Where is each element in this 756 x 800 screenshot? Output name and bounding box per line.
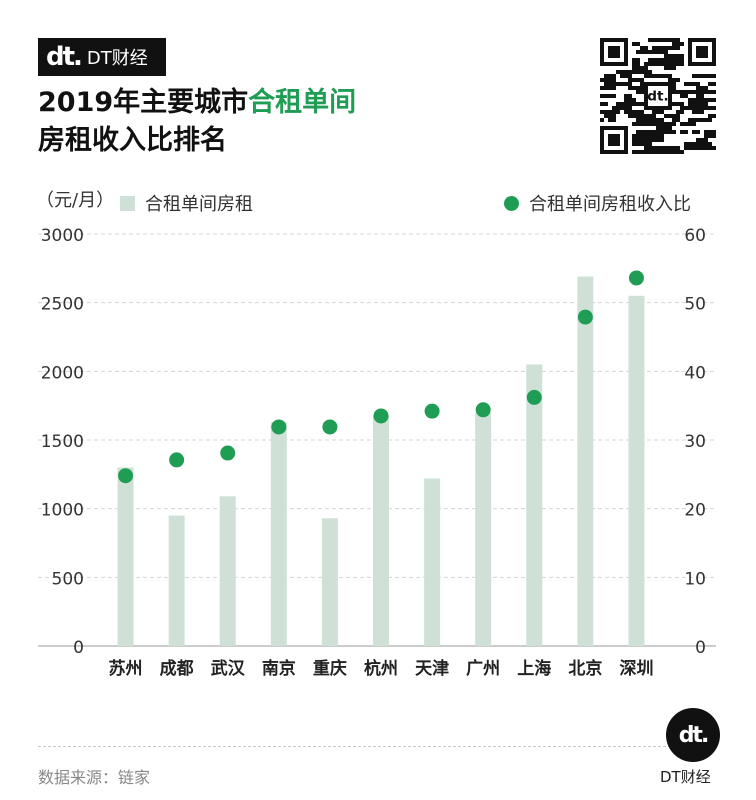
badge-logo: dt. [666, 708, 720, 762]
qr-code-icon: dt. [600, 38, 716, 154]
bar [373, 415, 389, 646]
y-tick-label: 0 [73, 638, 84, 658]
x-tick-label: 南京 [262, 658, 296, 679]
y-tick-label: 3000 [41, 226, 84, 246]
footer-divider [38, 746, 716, 747]
y2-tick-label: 20 [684, 501, 706, 521]
y2-tick-label: 60 [684, 226, 706, 246]
bar [270, 422, 287, 646]
title-prefix: 2019年主要城市 [38, 87, 249, 118]
y-tick-label: 1000 [41, 501, 84, 521]
bar [117, 467, 134, 646]
x-tick-label: 杭州 [364, 658, 398, 679]
scatter-point [220, 445, 236, 461]
y-tick-label: 2500 [41, 295, 84, 315]
chart-plot: 0 0 500 10 1000 20 1500 30 2000 40 2500 50 3000 60 苏州成… [38, 226, 716, 679]
scatter-point [322, 419, 338, 435]
y-axis-unit: （元/月） [36, 190, 115, 211]
x-tick-label: 深圳 [619, 658, 653, 679]
y2-tick-label: 50 [684, 295, 706, 315]
x-tick-label: 广州 [466, 658, 500, 679]
legend-dot-label: 合租单间房租收入比 [529, 194, 691, 215]
x-tick-label: 苏州 [109, 658, 143, 679]
y2-tick-label: 30 [684, 432, 706, 452]
legend-dot-swatch [504, 195, 519, 211]
bar [628, 295, 645, 646]
x-tick-label: 武汉 [211, 658, 246, 679]
bar [219, 496, 236, 646]
x-tick-label: 上海 [517, 658, 551, 679]
scatter-point [475, 402, 491, 418]
bar [475, 412, 492, 646]
legend-bar-swatch [120, 195, 135, 211]
bar [526, 364, 543, 646]
scatter-point [373, 408, 389, 424]
badge-name: DT财经 [660, 768, 711, 786]
legend-dot-item: 合租单间房租收入比 [504, 190, 691, 216]
title-line2: 房租收入比排名 [38, 125, 227, 156]
scatter-point [271, 419, 287, 435]
chart-title: 2019年主要城市合租单间 房租收入比排名 [38, 84, 356, 160]
scatter-point [577, 309, 593, 325]
scatter-point [424, 403, 440, 419]
y-tick-label: 500 [52, 569, 84, 589]
y-tick-label: 1500 [41, 432, 84, 452]
bar [168, 515, 185, 646]
x-tick-label: 天津 [415, 658, 449, 679]
y2-tick-label: 0 [695, 638, 706, 658]
scatter-point [526, 389, 542, 405]
svg-text:dt.: dt. [647, 88, 668, 104]
y2-tick-label: 10 [684, 569, 706, 589]
y2-tick-label: 40 [684, 363, 706, 383]
badge-logo-text: dt. [678, 722, 710, 748]
bar [424, 478, 441, 646]
y-tick-label: 2000 [41, 363, 84, 383]
brand-name: DT财经 [86, 48, 148, 69]
data-source: 数据来源：链家 [38, 768, 151, 787]
x-tick-label: 成都 [160, 658, 194, 679]
brand-logo: dt. [46, 42, 83, 72]
scatter-point [118, 468, 134, 484]
title-highlight: 合租单间 [248, 87, 357, 118]
bar [321, 518, 338, 646]
bar [577, 276, 594, 646]
legend-bar-item: 合租单间房租 [120, 190, 253, 216]
x-tick-label: 重庆 [313, 658, 347, 679]
scatter-point [169, 452, 185, 468]
x-tick-label: 北京 [568, 658, 602, 679]
brand-tag: dt. DT财经 [38, 38, 166, 76]
legend-bar-label: 合租单间房租 [145, 194, 253, 215]
scatter-point [628, 270, 644, 286]
